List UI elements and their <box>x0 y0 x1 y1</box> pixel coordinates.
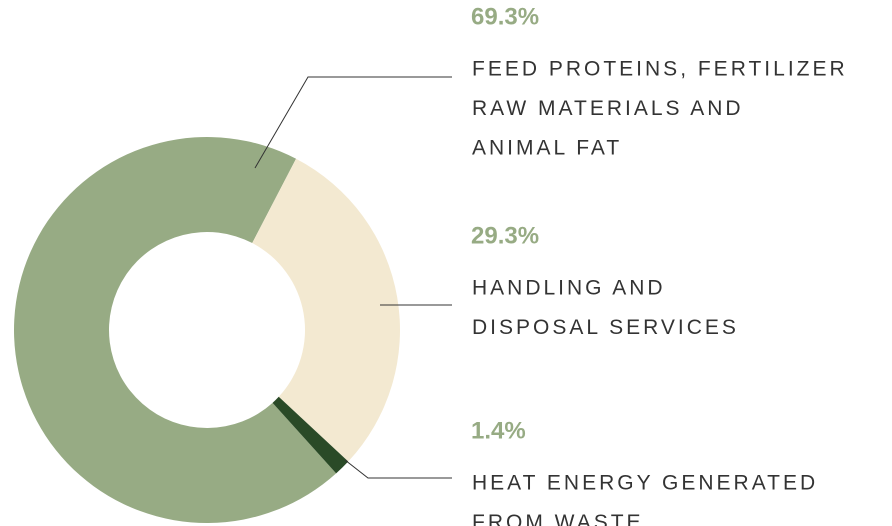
slice <box>14 137 337 523</box>
category-label: FROM WASTE <box>472 511 644 526</box>
category-label: HANDLING AND <box>472 277 666 300</box>
category-label: ANIMAL FAT <box>472 137 622 160</box>
value-label: 1.4% <box>471 417 526 444</box>
leader-line <box>344 459 452 479</box>
leader-line <box>254 76 452 169</box>
category-label: DISPOSAL SERVICES <box>472 316 739 339</box>
category-label: FEED PROTEINS, FERTILIZER <box>472 58 848 81</box>
slice <box>272 396 349 474</box>
value-label: 29.3% <box>471 222 539 249</box>
slice <box>252 158 401 462</box>
category-label: HEAT ENERGY GENERATED <box>472 472 818 495</box>
category-label: RAW MATERIALS AND <box>472 97 744 120</box>
value-label: 69.3% <box>471 3 539 30</box>
